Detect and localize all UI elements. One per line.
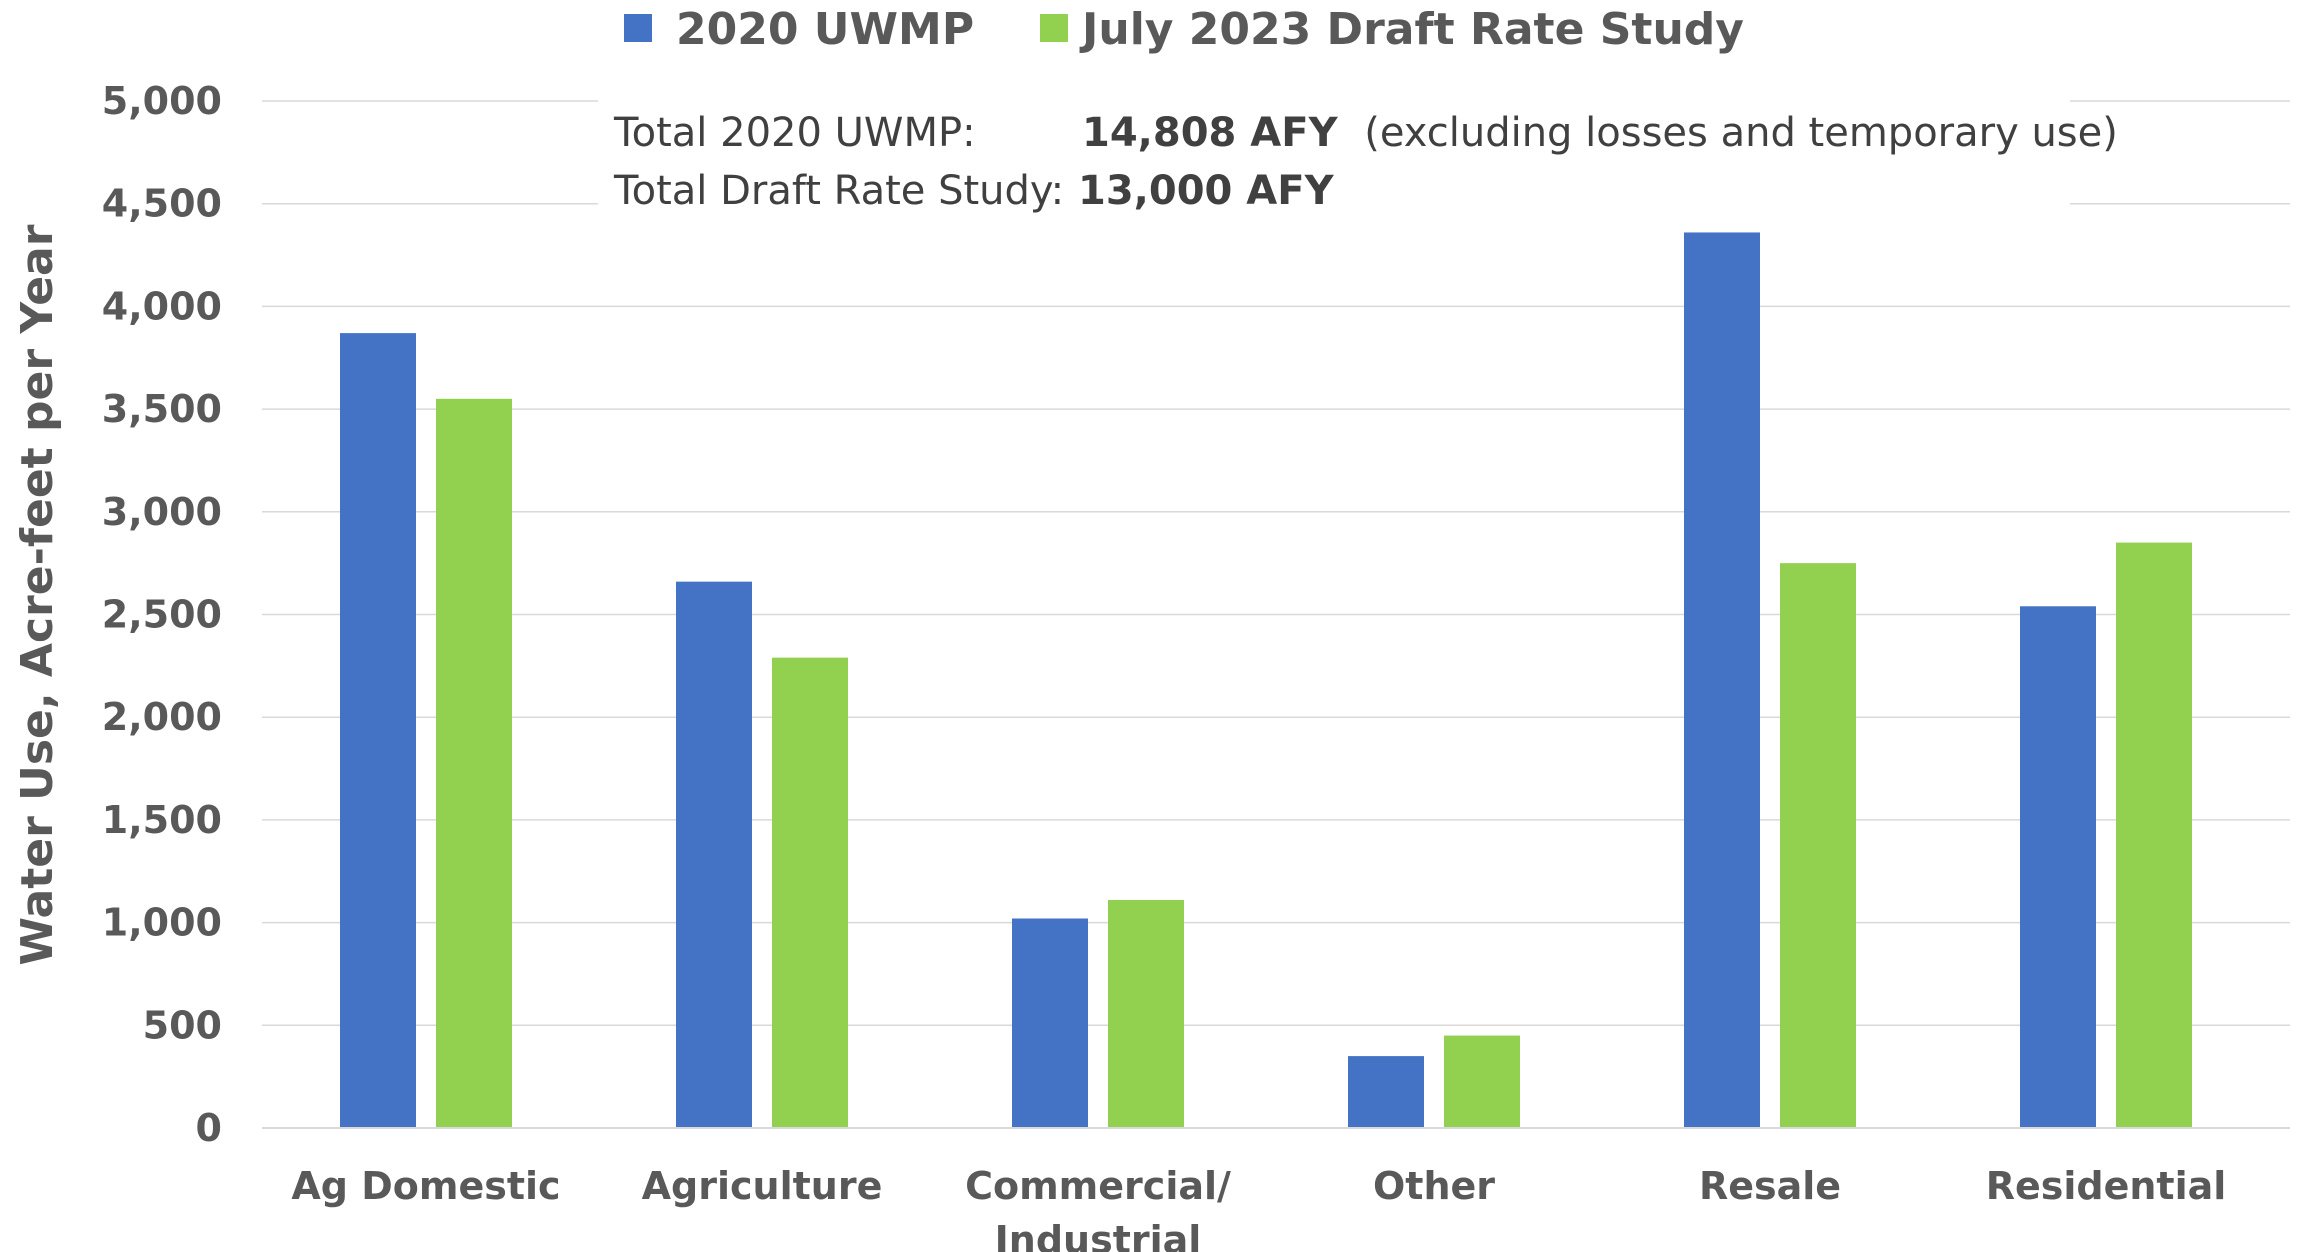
y-tick-label: 4,500 (102, 182, 222, 226)
bar-draft-rate-study (1444, 1035, 1520, 1128)
y-tick-label: 5,000 (102, 79, 222, 123)
annotation-background (598, 98, 2070, 220)
bar-2020-uwmp (1012, 918, 1088, 1128)
y-tick-label: 0 (196, 1106, 222, 1150)
x-category-label: Commercial/ (965, 1164, 1231, 1208)
x-category-label: Agriculture (642, 1164, 883, 1208)
legend-label-draft-rate-study: July 2023 Draft Rate Study (1079, 4, 1744, 55)
bar-draft-rate-study (2116, 542, 2192, 1128)
bars (340, 232, 2192, 1129)
y-tick-label: 2,000 (102, 695, 222, 739)
y-tick-label: 3,500 (102, 387, 222, 431)
bar-2020-uwmp (340, 333, 416, 1128)
legend: 2020 UWMP July 2023 Draft Rate Study (624, 4, 1744, 55)
y-tick-label: 4,000 (102, 284, 222, 328)
y-axis-title: Water Use, Acre-feet per Year (12, 224, 63, 965)
x-category-label: Industrial (995, 1218, 1202, 1252)
annotation-line-2: Total Draft Rate Study: 13,000 AFY (613, 168, 1335, 214)
legend-swatch-2020-uwmp (624, 14, 652, 42)
x-category-label: Other (1373, 1164, 1495, 1208)
x-category-label: Ag Domestic (291, 1164, 560, 1208)
bar-2020-uwmp (1348, 1056, 1424, 1128)
bar-draft-rate-study (436, 398, 512, 1129)
bar-draft-rate-study (772, 657, 848, 1128)
y-tick-label: 1,500 (102, 798, 222, 842)
bar-2020-uwmp (2020, 606, 2096, 1128)
annotation-line-1-value: 14,808 AFY (1082, 110, 1339, 156)
bar-draft-rate-study (1780, 563, 1856, 1128)
bar-draft-rate-study (1108, 900, 1184, 1128)
x-category-label: Residential (1986, 1164, 2227, 1208)
y-tick-label: 500 (143, 1003, 222, 1047)
y-tick-label: 2,500 (102, 593, 222, 637)
x-category-label: Resale (1699, 1164, 1841, 1208)
annotation-line-2-value: 13,000 AFY (1078, 168, 1335, 214)
bar-2020-uwmp (676, 581, 752, 1128)
annotation-line-2-label: Total Draft Rate Study: (613, 168, 1064, 214)
annotation-line-1-note: (excluding losses and temporary use) (1364, 110, 2118, 156)
axes: 0 500 1,000 1,500 2,000 2,500 3,000 3,500 4,000 4… (102, 79, 2290, 1252)
annotation-line-1: Total 2020 UWMP: 14,808 AFY (excluding l… (613, 110, 2118, 156)
legend-label-2020-uwmp: 2020 UWMP (676, 4, 974, 55)
y-tick-label: 3,000 (102, 490, 222, 534)
y-tick-label: 1,000 (102, 901, 222, 945)
bar-2020-uwmp (1684, 232, 1760, 1128)
annotation-line-1-label: Total 2020 UWMP: (613, 110, 976, 156)
legend-swatch-draft-rate-study (1040, 14, 1068, 42)
gridlines (262, 100, 2290, 1027)
